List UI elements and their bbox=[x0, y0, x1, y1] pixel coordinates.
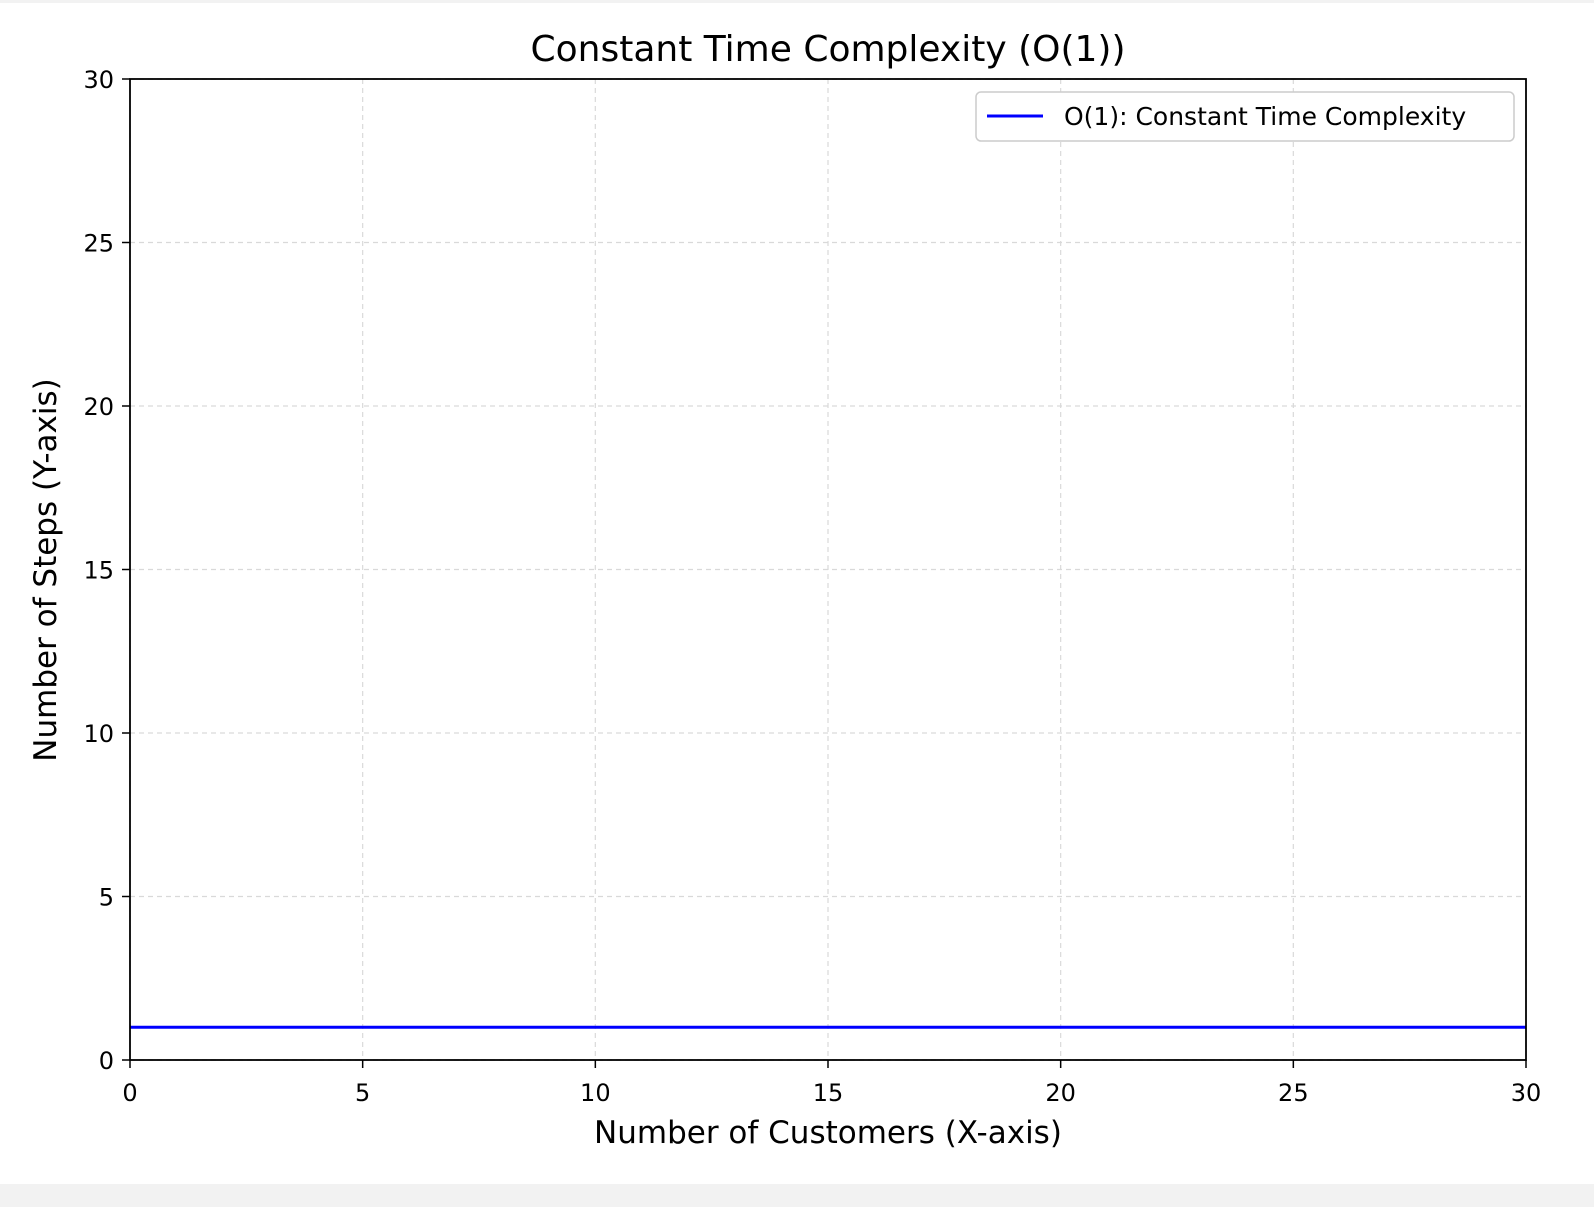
x-axis-label: Number of Customers (X-axis) bbox=[594, 1115, 1062, 1151]
x-tick-label-10: 10 bbox=[580, 1079, 611, 1107]
x-tick-label-0: 0 bbox=[122, 1079, 137, 1107]
y-tick-label-15: 15 bbox=[83, 557, 114, 585]
x-tick-label-20: 20 bbox=[1045, 1079, 1076, 1107]
legend: O(1): Constant Time Complexity bbox=[975, 91, 1515, 142]
y-tick-label-20: 20 bbox=[83, 393, 114, 421]
y-tick-label-0: 0 bbox=[99, 1047, 114, 1075]
y-axis-label: Number of Steps (Y-axis) bbox=[28, 378, 64, 761]
x-tick-label-30: 30 bbox=[1511, 1079, 1542, 1107]
y-tick-label-10: 10 bbox=[83, 720, 114, 748]
x-tick-label-25: 25 bbox=[1278, 1079, 1309, 1107]
axis-ticks: 0 5 10 15 20 25 30 0 5 10 15 20 25 30 bbox=[83, 66, 1541, 1107]
y-tick-label-25: 25 bbox=[83, 230, 114, 258]
x-tick-label-5: 5 bbox=[355, 1079, 370, 1107]
legend-label-o1: O(1): Constant Time Complexity bbox=[1064, 102, 1466, 131]
chart-title: Constant Time Complexity (O(1)) bbox=[530, 29, 1125, 70]
y-tick-label-30: 30 bbox=[83, 66, 114, 94]
y-tick-label-5: 5 bbox=[99, 884, 114, 912]
legend-box bbox=[975, 91, 1515, 142]
x-tick-label-15: 15 bbox=[813, 1079, 844, 1107]
